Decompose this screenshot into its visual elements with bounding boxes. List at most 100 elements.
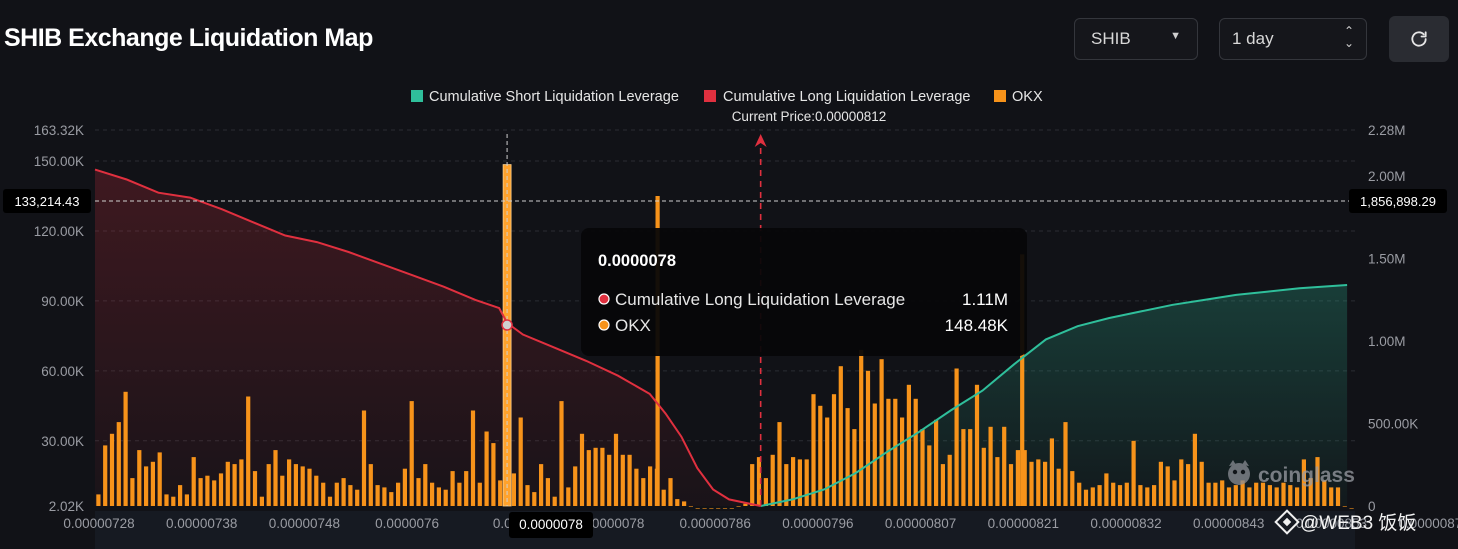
okx-bar[interactable] [777, 422, 782, 506]
okx-bar[interactable] [668, 478, 673, 506]
okx-bar[interactable] [1254, 482, 1259, 506]
okx-bar[interactable] [1220, 480, 1225, 506]
okx-bar[interactable] [865, 370, 871, 506]
okx-bar[interactable] [137, 450, 142, 506]
okx-bar[interactable] [1349, 508, 1354, 509]
okx-bar[interactable] [1233, 485, 1238, 506]
okx-bar[interactable] [361, 410, 367, 507]
okx-bar[interactable] [634, 468, 639, 506]
okx-bar[interactable] [423, 464, 428, 506]
okx-bar[interactable] [695, 508, 700, 509]
okx-bar[interactable] [293, 464, 298, 506]
okx-bar[interactable] [1056, 468, 1061, 506]
okx-bar[interactable] [259, 496, 264, 506]
okx-bar[interactable] [1104, 473, 1109, 506]
okx-bar[interactable] [682, 501, 687, 506]
okx-bar[interactable] [348, 485, 353, 506]
okx-bar[interactable] [1158, 461, 1163, 506]
okx-bar[interactable] [205, 475, 210, 506]
okx-bar[interactable] [1008, 464, 1014, 506]
okx-bar[interactable] [321, 482, 326, 506]
okx-bar[interactable] [988, 426, 993, 506]
okx-bar[interactable] [852, 429, 857, 506]
okx-bar[interactable] [280, 475, 285, 506]
okx-bar[interactable] [498, 480, 503, 506]
okx-bar[interactable] [784, 464, 789, 506]
okx-bar[interactable] [1002, 426, 1007, 506]
okx-bar[interactable] [947, 454, 952, 506]
okx-bar[interactable] [1063, 422, 1068, 506]
legend-long-swatch[interactable] [704, 90, 716, 102]
okx-bar[interactable] [954, 368, 959, 507]
okx-bar[interactable] [130, 478, 135, 506]
okx-bar[interactable] [150, 461, 155, 506]
okx-bar[interactable] [607, 454, 612, 506]
okx-bar[interactable] [1043, 461, 1048, 506]
okx-bar[interactable] [171, 496, 176, 506]
okx-bar[interactable] [940, 464, 945, 506]
okx-bar[interactable] [287, 459, 292, 506]
okx-bar[interactable] [1288, 485, 1293, 506]
okx-bar[interactable] [913, 398, 918, 506]
okx-bar[interactable] [1301, 459, 1306, 506]
okx-bar[interactable] [1124, 482, 1129, 506]
okx-bar[interactable] [1322, 480, 1327, 506]
okx-bar[interactable] [246, 396, 251, 507]
okx-bar[interactable] [1274, 487, 1279, 506]
okx-bar[interactable] [893, 398, 898, 506]
okx-bar[interactable] [573, 466, 578, 506]
okx-bar[interactable] [1342, 506, 1347, 507]
okx-bar[interactable] [1240, 480, 1245, 506]
okx-bar[interactable] [532, 492, 537, 506]
okx-bar[interactable] [157, 452, 162, 506]
okx-bar[interactable] [600, 447, 605, 506]
okx-bar[interactable] [886, 398, 891, 506]
okx-bar[interactable] [974, 384, 980, 506]
okx-bar[interactable] [900, 417, 905, 507]
okx-bar[interactable] [218, 473, 224, 506]
okx-bar[interactable] [831, 394, 837, 506]
okx-bar[interactable] [416, 478, 421, 506]
okx-bar[interactable] [491, 443, 496, 506]
legend-okx-label[interactable]: OKX [1012, 89, 1043, 105]
okx-bar[interactable] [920, 429, 925, 506]
okx-bar[interactable] [334, 482, 339, 506]
okx-bar[interactable] [1179, 459, 1184, 506]
okx-bar[interactable] [620, 454, 625, 506]
okx-bar[interactable] [716, 508, 721, 509]
okx-bar[interactable] [198, 478, 203, 506]
okx-bar[interactable] [838, 366, 843, 506]
okx-bar[interactable] [981, 447, 986, 506]
okx-bar[interactable] [879, 359, 884, 506]
okx-bar[interactable] [961, 429, 966, 506]
okx-bar[interactable] [613, 433, 619, 506]
okx-bar[interactable] [1083, 489, 1089, 506]
okx-bar[interactable] [232, 464, 237, 506]
okx-bar[interactable] [1172, 480, 1177, 506]
okx-bar[interactable] [375, 485, 380, 506]
okx-bar[interactable] [859, 349, 864, 506]
okx-bar-peak[interactable] [1020, 254, 1025, 506]
okx-bar[interactable] [545, 478, 550, 506]
okx-bar[interactable] [1260, 482, 1266, 506]
okx-bar[interactable] [144, 466, 149, 506]
okx-bar[interactable] [1329, 487, 1334, 506]
okx-bar[interactable] [675, 499, 680, 506]
okx-bar[interactable] [648, 466, 653, 506]
okx-bar[interactable] [804, 459, 809, 506]
okx-bar[interactable] [722, 508, 728, 509]
okx-bar[interactable] [1192, 433, 1197, 506]
okx-bar[interactable] [212, 480, 217, 506]
okx-bar[interactable] [579, 433, 585, 506]
okx-bar[interactable] [470, 410, 476, 507]
okx-bar[interactable] [402, 468, 407, 506]
okx-bar[interactable] [811, 394, 816, 506]
okx-bar[interactable] [934, 419, 939, 506]
okx-bar[interactable] [1335, 487, 1341, 506]
okx-bar[interactable] [559, 401, 564, 506]
okx-bar[interactable] [552, 496, 557, 506]
okx-bar[interactable] [1308, 478, 1313, 506]
okx-bar[interactable] [1049, 438, 1054, 506]
legend-short-label[interactable]: Cumulative Short Liquidation Leverage [429, 89, 679, 105]
okx-bar[interactable] [791, 457, 796, 506]
